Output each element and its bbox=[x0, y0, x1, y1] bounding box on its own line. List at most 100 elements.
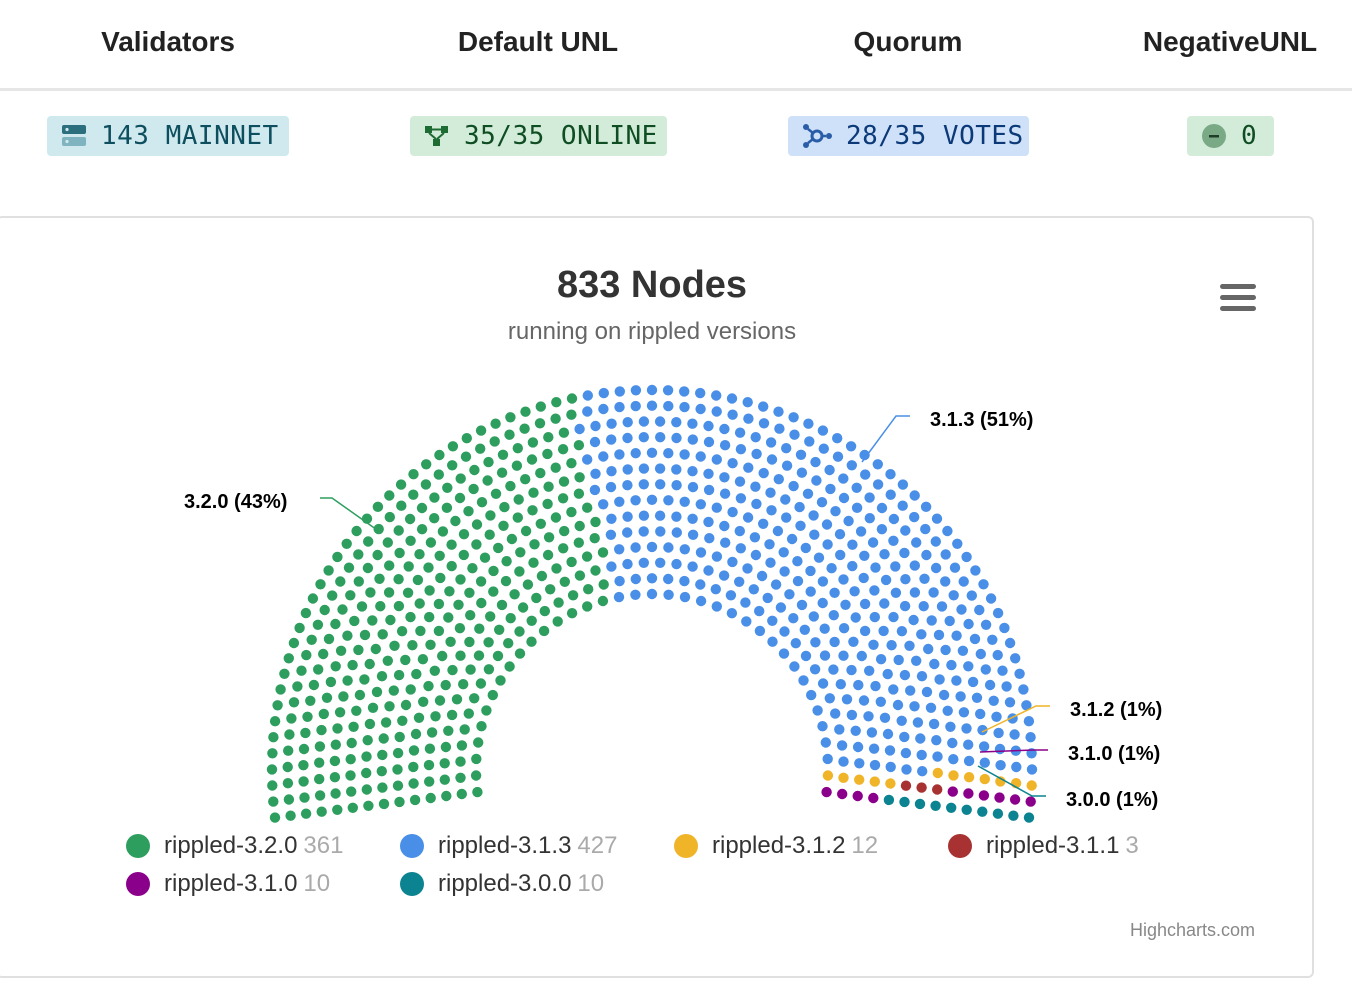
seat-rippled-3.1.3[interactable] bbox=[687, 434, 698, 445]
seat-rippled-3.1.3[interactable] bbox=[748, 584, 759, 595]
seat-rippled-3.2.0[interactable] bbox=[441, 790, 452, 802]
seat-rippled-3.2.0[interactable] bbox=[447, 441, 459, 452]
seat-rippled-3.1.3[interactable] bbox=[888, 513, 900, 525]
seat-rippled-3.1.3[interactable] bbox=[788, 480, 799, 492]
seat-rippled-3.1.3[interactable] bbox=[875, 654, 887, 665]
seat-rippled-3.1.3[interactable] bbox=[1009, 729, 1020, 740]
seat-rippled-3.1.3[interactable] bbox=[772, 525, 784, 537]
seat-rippled-3.2.0[interactable] bbox=[365, 587, 376, 598]
seat-rippled-3.1.3[interactable] bbox=[916, 749, 927, 761]
seat-rippled-3.2.0[interactable] bbox=[335, 576, 346, 587]
seat-rippled-3.2.0[interactable] bbox=[574, 472, 585, 483]
seat-rippled-3.1.3[interactable] bbox=[789, 429, 800, 440]
seat-rippled-3.1.3[interactable] bbox=[663, 400, 674, 412]
seat-rippled-3.1.3[interactable] bbox=[971, 692, 983, 703]
seat-rippled-3.2.0[interactable] bbox=[528, 557, 539, 568]
seat-rippled-3.1.3[interactable] bbox=[630, 589, 641, 600]
seat-rippled-3.2.0[interactable] bbox=[443, 725, 454, 736]
seat-rippled-3.2.0[interactable] bbox=[393, 600, 405, 612]
seat-rippled-3.1.3[interactable] bbox=[846, 460, 857, 471]
seat-rippled-3.1.3[interactable] bbox=[614, 496, 625, 507]
seat-rippled-3.2.0[interactable] bbox=[583, 584, 594, 595]
seat-rippled-3.2.0[interactable] bbox=[505, 613, 516, 624]
seat-rippled-3.1.3[interactable] bbox=[868, 639, 879, 650]
seat-rippled-3.1.3[interactable] bbox=[869, 611, 880, 623]
seat-rippled-3.1.3[interactable] bbox=[663, 495, 674, 506]
seat-rippled-3.1.0[interactable] bbox=[821, 786, 832, 798]
seat-rippled-3.1.3[interactable] bbox=[795, 449, 807, 460]
seat-rippled-3.1.3[interactable] bbox=[719, 520, 730, 532]
seat-rippled-3.1.3[interactable] bbox=[638, 510, 650, 521]
seat-rippled-3.1.3[interactable] bbox=[742, 563, 753, 574]
seat-rippled-3.2.0[interactable] bbox=[522, 579, 534, 590]
seat-rippled-3.1.3[interactable] bbox=[826, 563, 837, 574]
seat-rippled-3.2.0[interactable] bbox=[372, 549, 383, 561]
seat-rippled-3.1.3[interactable] bbox=[872, 479, 884, 490]
seat-rippled-3.2.0[interactable] bbox=[437, 526, 449, 537]
seat-rippled-3.2.0[interactable] bbox=[341, 538, 352, 549]
seat-rippled-3.2.0[interactable] bbox=[488, 586, 499, 597]
seat-rippled-3.2.0[interactable] bbox=[506, 533, 518, 545]
seat-rippled-3.2.0[interactable] bbox=[514, 626, 525, 637]
seat-rippled-3.2.0[interactable] bbox=[553, 597, 564, 608]
seat-rippled-3.0.0[interactable] bbox=[930, 800, 941, 811]
seat-rippled-3.1.3[interactable] bbox=[956, 604, 967, 615]
seat-rippled-3.2.0[interactable] bbox=[325, 676, 337, 688]
seat-rippled-3.1.3[interactable] bbox=[967, 676, 979, 688]
seat-rippled-3.2.0[interactable] bbox=[458, 529, 470, 540]
seat-rippled-3.2.0[interactable] bbox=[499, 501, 510, 513]
seat-rippled-3.1.3[interactable] bbox=[915, 733, 926, 744]
seat-rippled-3.2.0[interactable] bbox=[411, 668, 422, 680]
seat-rippled-3.1.3[interactable] bbox=[646, 384, 658, 396]
seat-rippled-3.1.3[interactable] bbox=[933, 629, 945, 641]
seat-rippled-3.2.0[interactable] bbox=[412, 574, 424, 586]
seat-rippled-3.2.0[interactable] bbox=[531, 592, 542, 604]
seat-rippled-3.1.3[interactable] bbox=[838, 650, 849, 661]
legend-item-rippled-3.2.0[interactable]: rippled-3.2.0 361 bbox=[126, 832, 343, 860]
seat-rippled-3.2.0[interactable] bbox=[455, 473, 466, 484]
seat-rippled-3.1.3[interactable] bbox=[734, 576, 745, 587]
seat-rippled-3.1.3[interactable] bbox=[703, 484, 715, 496]
seat-rippled-3.2.0[interactable] bbox=[512, 443, 523, 454]
seat-rippled-3.1.3[interactable] bbox=[900, 747, 912, 759]
seat-rippled-3.1.3[interactable] bbox=[882, 668, 893, 680]
seat-rippled-3.1.3[interactable] bbox=[946, 659, 957, 671]
seat-rippled-3.1.3[interactable] bbox=[679, 401, 690, 413]
seat-rippled-3.2.0[interactable] bbox=[392, 780, 404, 791]
seat-rippled-3.1.0[interactable] bbox=[963, 788, 974, 799]
seat-rippled-3.1.3[interactable] bbox=[840, 599, 851, 610]
seat-rippled-3.1.3[interactable] bbox=[824, 464, 835, 476]
seat-rippled-3.1.3[interactable] bbox=[679, 386, 690, 397]
seat-rippled-3.1.3[interactable] bbox=[574, 423, 585, 435]
seat-rippled-3.2.0[interactable] bbox=[590, 565, 601, 576]
seat-rippled-3.1.1[interactable] bbox=[916, 782, 927, 793]
chart-credits[interactable]: Highcharts.com bbox=[1130, 920, 1256, 940]
seat-rippled-3.1.3[interactable] bbox=[719, 472, 730, 483]
seat-rippled-3.1.3[interactable] bbox=[940, 549, 951, 560]
seat-rippled-3.0.0[interactable] bbox=[946, 802, 957, 813]
seat-rippled-3.2.0[interactable] bbox=[440, 741, 452, 753]
seat-rippled-3.1.3[interactable] bbox=[829, 636, 840, 648]
seat-rippled-3.2.0[interactable] bbox=[574, 570, 586, 581]
seat-rippled-3.2.0[interactable] bbox=[423, 680, 434, 692]
seat-rippled-3.1.3[interactable] bbox=[766, 454, 778, 465]
seat-rippled-3.1.3[interactable] bbox=[904, 640, 915, 651]
seat-rippled-3.2.0[interactable] bbox=[426, 727, 438, 738]
seat-rippled-3.1.3[interactable] bbox=[727, 506, 738, 518]
seat-rippled-3.2.0[interactable] bbox=[434, 550, 445, 561]
seat-rippled-3.1.3[interactable] bbox=[781, 512, 792, 523]
seat-rippled-3.2.0[interactable] bbox=[362, 735, 373, 746]
seat-rippled-3.2.0[interactable] bbox=[332, 723, 343, 734]
seat-rippled-3.1.3[interactable] bbox=[770, 579, 782, 590]
seat-rippled-3.2.0[interactable] bbox=[542, 498, 553, 510]
seat-rippled-3.1.3[interactable] bbox=[711, 454, 722, 465]
seat-rippled-3.2.0[interactable] bbox=[421, 459, 432, 470]
seat-rippled-3.1.3[interactable] bbox=[991, 711, 1002, 722]
seat-rippled-3.1.3[interactable] bbox=[800, 650, 812, 662]
seat-rippled-3.2.0[interactable] bbox=[345, 590, 356, 601]
seat-rippled-3.1.3[interactable] bbox=[796, 467, 808, 478]
seat-rippled-3.1.3[interactable] bbox=[830, 506, 841, 517]
seat-rippled-3.1.3[interactable] bbox=[932, 751, 943, 762]
seat-rippled-3.2.0[interactable] bbox=[543, 481, 554, 492]
seat-rippled-3.2.0[interactable] bbox=[404, 513, 416, 525]
